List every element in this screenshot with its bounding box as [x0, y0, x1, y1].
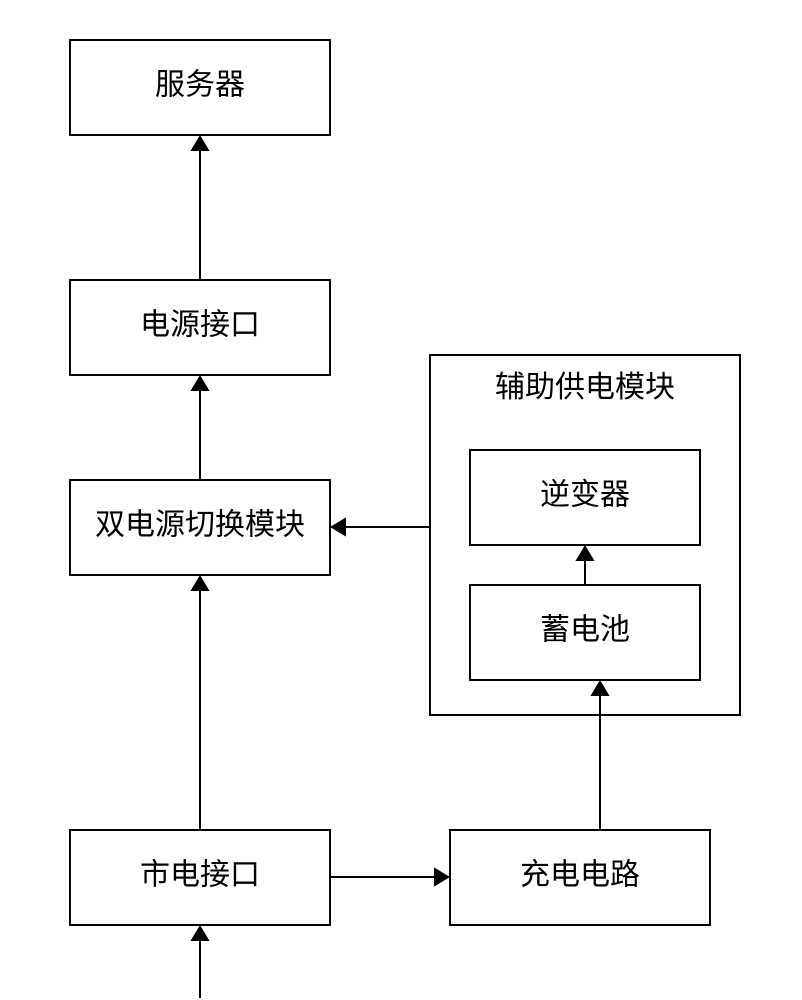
label-battery: 蓄电池	[540, 613, 630, 646]
node-battery: 蓄电池	[470, 585, 700, 680]
edge-3-head	[190, 925, 209, 941]
node-charge: 充电电路	[450, 830, 710, 925]
node-dual-switch: 双电源切换模块	[70, 480, 330, 575]
label-power-if: 电源接口	[140, 308, 260, 341]
edge-0-head	[190, 135, 209, 151]
node-mains-if: 市电接口	[70, 830, 330, 925]
node-power-if: 电源接口	[70, 280, 330, 375]
node-inverter: 逆变器	[470, 450, 700, 545]
node-server: 服务器	[70, 40, 330, 135]
label-mains-if: 市电接口	[140, 858, 260, 891]
label-server: 服务器	[155, 68, 245, 101]
edge-1-head	[190, 375, 209, 391]
label-dual-switch: 双电源切换模块	[95, 508, 305, 541]
edge-2-head	[190, 575, 209, 591]
label-charge: 充电电路	[520, 858, 640, 891]
label-aux-group: 辅助供电模块	[495, 371, 675, 404]
edge-4-head	[434, 867, 450, 886]
label-inverter: 逆变器	[540, 478, 630, 511]
block-diagram: 服务器 电源接口 双电源切换模块 市电接口 充电电路 逆变器 蓄电池 辅助供电模…	[0, 0, 802, 1000]
edge-7-head	[330, 517, 346, 536]
